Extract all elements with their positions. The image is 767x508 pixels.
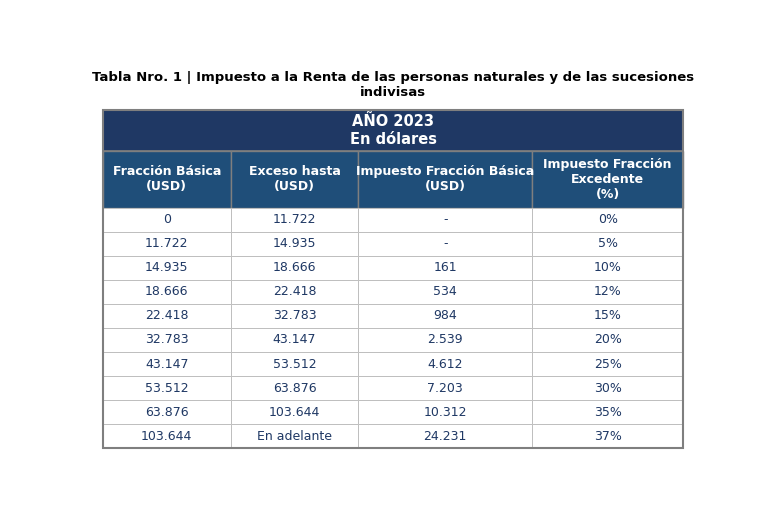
Bar [532,400,683,424]
Bar [532,256,683,280]
Bar [532,151,683,208]
Text: 534: 534 [433,285,457,298]
Text: 4.612: 4.612 [427,358,463,370]
Text: 22.418: 22.418 [145,309,189,323]
Bar [231,232,358,256]
Text: 18.666: 18.666 [145,285,189,298]
Bar [231,424,358,448]
Text: 32.783: 32.783 [145,333,189,346]
Bar [231,208,358,232]
Bar [532,232,683,256]
Bar [532,304,683,328]
Bar [103,208,231,232]
Bar [103,424,231,448]
Bar [103,400,231,424]
Bar [231,352,358,376]
Bar [358,352,532,376]
Text: 14.935: 14.935 [273,237,316,250]
Bar [358,208,532,232]
Text: Impuesto Fracción Básica
(USD): Impuesto Fracción Básica (USD) [356,165,535,193]
Bar [358,424,532,448]
Text: 43.147: 43.147 [273,333,316,346]
Text: Fracción Básica
(USD): Fracción Básica (USD) [113,165,221,193]
Bar [358,151,532,208]
Text: 10.312: 10.312 [423,405,467,419]
Text: 63.876: 63.876 [145,405,189,419]
Bar [358,376,532,400]
Text: 5%: 5% [597,237,617,250]
Bar [358,328,532,352]
Bar [103,352,231,376]
Text: En adelante: En adelante [257,430,332,442]
Bar [103,376,231,400]
Bar [532,424,683,448]
Text: 53.512: 53.512 [272,358,316,370]
Text: 7.203: 7.203 [427,382,463,395]
Bar [532,208,683,232]
Text: 10%: 10% [594,261,622,274]
Bar [231,376,358,400]
Bar [103,256,231,280]
Bar [358,256,532,280]
Text: 37%: 37% [594,430,622,442]
Text: 43.147: 43.147 [145,358,189,370]
Text: 11.722: 11.722 [273,213,316,226]
Text: AÑO 2023
En dólares: AÑO 2023 En dólares [350,114,436,147]
Text: 12%: 12% [594,285,621,298]
Text: -: - [443,213,448,226]
Text: Exceso hasta
(USD): Exceso hasta (USD) [249,165,341,193]
Bar [532,352,683,376]
Bar [103,151,231,208]
Bar [103,328,231,352]
Text: 25%: 25% [594,358,622,370]
Bar [103,304,231,328]
Text: 22.418: 22.418 [273,285,316,298]
Bar [103,110,683,448]
Bar [358,400,532,424]
Text: 18.666: 18.666 [273,261,316,274]
Text: 984: 984 [433,309,457,323]
Bar [231,304,358,328]
Bar [231,328,358,352]
Text: 103.644: 103.644 [141,430,193,442]
Text: 35%: 35% [594,405,622,419]
Text: 14.935: 14.935 [145,261,189,274]
Text: Tabla Nro. 1 | Impuesto a la Renta de las personas naturales y de las sucesiones: Tabla Nro. 1 | Impuesto a la Renta de la… [92,72,694,100]
Text: 30%: 30% [594,382,622,395]
Bar [231,256,358,280]
Text: 11.722: 11.722 [145,237,189,250]
Text: Impuesto Fracción
Excedente
(%): Impuesto Fracción Excedente (%) [544,158,672,201]
Text: 63.876: 63.876 [272,382,316,395]
Bar [532,280,683,304]
Bar [103,280,231,304]
Bar [103,232,231,256]
Text: 15%: 15% [594,309,622,323]
Text: 161: 161 [433,261,457,274]
Bar [103,110,683,151]
Text: 53.512: 53.512 [145,382,189,395]
Text: 32.783: 32.783 [272,309,316,323]
Bar [231,400,358,424]
Text: 0%: 0% [597,213,617,226]
Text: 20%: 20% [594,333,622,346]
Bar [358,232,532,256]
Bar [231,280,358,304]
Text: 2.539: 2.539 [427,333,463,346]
Text: 103.644: 103.644 [268,405,320,419]
Bar [358,280,532,304]
Text: -: - [443,237,448,250]
Text: 0: 0 [163,213,171,226]
Text: 24.231: 24.231 [423,430,467,442]
Bar [231,151,358,208]
Bar [532,328,683,352]
Bar [358,304,532,328]
Bar [532,376,683,400]
